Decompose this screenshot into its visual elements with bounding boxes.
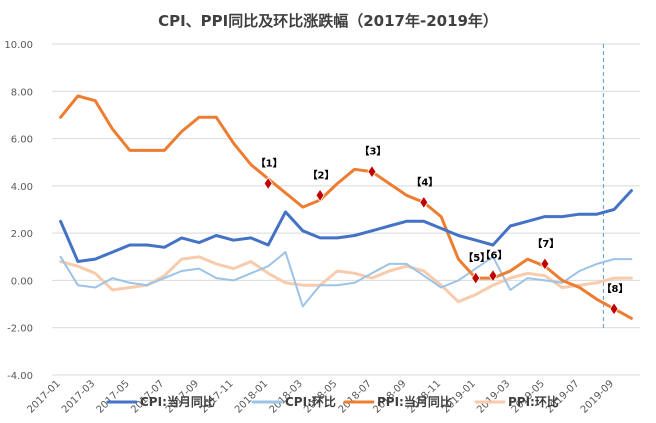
y-tick-label: 4.00 — [11, 182, 33, 193]
series-line — [59, 255, 633, 304]
annotation-label: 【7】 — [532, 237, 559, 250]
annotation-marker — [263, 176, 273, 191]
x-tick-label: 2018-07 — [337, 378, 374, 415]
annotation-label: 【4】 — [411, 175, 438, 188]
annotation-marker — [315, 188, 325, 203]
y-tick-label: 8.00 — [11, 87, 33, 98]
annotation-label: 【1】 — [256, 156, 283, 169]
legend: CPI:当月同比 CPI:环比 PPI:当月同比 PPI:环比 — [106, 394, 559, 409]
x-tick-label: 2019-09 — [579, 378, 616, 415]
x-tick-label: 2017-03 — [60, 378, 97, 415]
x-tick-label: 2019-03 — [475, 378, 512, 415]
annotation-label: 【5】 — [463, 251, 490, 264]
annotation-label: 【8】 — [602, 282, 629, 295]
chart-title: CPI、PPI同比及环比涨跌幅（2017年-2019年） — [158, 12, 498, 30]
y-axis-ticks: 10.00 8.00 6.00 4.00 2.00 0.00 -2.00 -4.00 — [4, 40, 33, 382]
y-tick-label: 6.00 — [11, 135, 33, 146]
y-tick-label: 10.00 — [4, 40, 33, 51]
annotation-marker — [609, 302, 619, 316]
y-tick-label: -4.00 — [7, 371, 33, 382]
y-tick-label: -2.00 — [7, 324, 33, 335]
y-tick-label: 2.00 — [11, 229, 33, 240]
annotation-marker — [540, 257, 550, 271]
legend-label: CPI:当月同比 — [140, 394, 215, 409]
legend-label: CPI:环比 — [285, 394, 336, 409]
annotation-marker — [367, 164, 377, 179]
annotation-label: 【3】 — [359, 145, 386, 158]
grid-lines — [52, 43, 640, 376]
annotation-marker — [419, 195, 429, 210]
annotation-label: 【6】 — [481, 249, 508, 262]
annotation-label: 【2】 — [308, 168, 335, 181]
y-tick-label: 0.00 — [11, 276, 33, 287]
series-line — [59, 94, 633, 320]
series-line — [59, 189, 633, 263]
annotation-marker — [488, 268, 498, 283]
annotation-markers: 【1】【2】 【3】【4】【5】【6】 【7】【8】 — [256, 145, 629, 316]
annotation-marker — [471, 271, 481, 285]
legend-label: PPI:当月同比 — [377, 394, 452, 409]
legend-label: PPI:环比 — [508, 394, 559, 409]
x-tick-label: 2017-05 — [95, 378, 132, 415]
x-tick-label: 2017-01 — [25, 378, 62, 415]
series-lines — [59, 94, 633, 320]
x-tick-label: 2018-01 — [233, 378, 270, 415]
series-line — [59, 251, 633, 308]
